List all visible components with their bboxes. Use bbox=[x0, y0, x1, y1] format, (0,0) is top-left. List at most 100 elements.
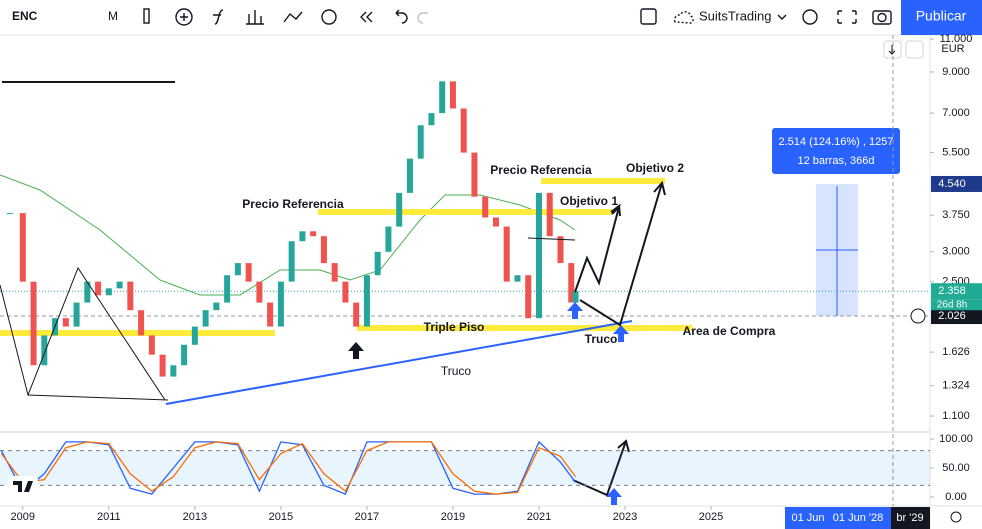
candle bbox=[138, 310, 145, 336]
candle bbox=[288, 241, 295, 282]
candle bbox=[62, 318, 69, 327]
candle bbox=[471, 152, 478, 197]
stoch-line bbox=[0, 441, 577, 495]
annotation: Truco bbox=[441, 364, 472, 378]
interval[interactable]: M bbox=[108, 9, 118, 23]
time-label: 01 Jun bbox=[791, 512, 824, 524]
annotation: Objetivo 2 bbox=[626, 161, 684, 175]
candle bbox=[353, 302, 360, 327]
candle bbox=[460, 108, 467, 153]
price-label: 2.026 bbox=[938, 310, 966, 322]
alert-icon[interactable] bbox=[321, 9, 337, 25]
cloud-icon[interactable] bbox=[673, 11, 694, 24]
snapshot-icon[interactable] bbox=[872, 10, 892, 25]
path-objetivo-2 bbox=[579, 182, 663, 327]
candle bbox=[406, 158, 413, 193]
measure-line1: 2.514 (124.16%) , 1257 bbox=[779, 136, 894, 148]
settings-icon[interactable] bbox=[802, 9, 818, 25]
y-tick-label: 3.000 bbox=[942, 246, 970, 258]
x-tick-label: 2013 bbox=[183, 511, 207, 523]
candle bbox=[417, 125, 424, 159]
candle bbox=[525, 275, 532, 319]
scale-controls: EUR bbox=[883, 40, 965, 59]
fx-icon[interactable] bbox=[213, 9, 224, 25]
annotation: Objetivo 1 bbox=[560, 194, 618, 208]
publish-label[interactable]: Publicar bbox=[916, 8, 967, 24]
price-label-bg bbox=[931, 175, 982, 192]
candle bbox=[105, 288, 112, 296]
candle bbox=[170, 365, 177, 377]
y-tick-label: 1.324 bbox=[942, 380, 970, 392]
auto-button[interactable] bbox=[905, 40, 924, 59]
measure-line2: 12 barras, 366d bbox=[797, 155, 874, 167]
up-arrow bbox=[567, 302, 583, 319]
candle bbox=[256, 281, 263, 303]
y-tick-label: 50.00 bbox=[942, 462, 970, 474]
chevron[interactable] bbox=[777, 14, 787, 20]
candle bbox=[363, 275, 370, 327]
bars-icon[interactable] bbox=[246, 10, 264, 25]
arrow-head bbox=[610, 204, 621, 217]
candle bbox=[299, 231, 306, 242]
candle bbox=[181, 344, 188, 366]
candle bbox=[557, 236, 564, 264]
arrow-head bbox=[653, 180, 666, 196]
candle bbox=[439, 81, 446, 114]
candle bbox=[234, 263, 241, 276]
layout-icon[interactable] bbox=[640, 8, 657, 25]
candles-icon[interactable] bbox=[143, 8, 150, 24]
candle bbox=[568, 263, 575, 303]
x-tick-label: 2009 bbox=[11, 511, 35, 523]
replay-icon[interactable] bbox=[360, 11, 373, 23]
currency[interactable]: EUR bbox=[941, 43, 964, 55]
add-button[interactable] bbox=[910, 308, 926, 324]
pattern-line bbox=[0, 266, 166, 401]
up-arrow bbox=[348, 342, 364, 359]
candle bbox=[449, 81, 456, 109]
candle bbox=[331, 263, 338, 282]
candle bbox=[224, 275, 231, 303]
fullscreen-icon[interactable] bbox=[837, 10, 857, 24]
tv-logo bbox=[8, 476, 38, 496]
redo-icon[interactable] bbox=[417, 12, 428, 24]
annotation: Area de Compra bbox=[683, 324, 776, 338]
y-tick-label: 1.100 bbox=[942, 410, 970, 422]
countdown-bg bbox=[931, 299, 982, 311]
publish-button[interactable] bbox=[901, 0, 982, 35]
indicator-icon[interactable] bbox=[175, 8, 193, 26]
undo-icon[interactable] bbox=[395, 9, 408, 24]
time-label: 01 Jun '28 bbox=[833, 512, 883, 524]
annotation: Truco bbox=[585, 332, 618, 346]
y-tick-label: 1.626 bbox=[942, 346, 970, 358]
toolbar: ENC M SuitsTrading Publicar bbox=[0, 0, 982, 36]
measure-box bbox=[772, 128, 900, 174]
path-objetivo-1 bbox=[574, 203, 621, 293]
candle bbox=[320, 236, 327, 264]
candle bbox=[95, 281, 102, 296]
symbol[interactable]: ENC bbox=[12, 9, 38, 23]
y-tick-label: 5.500 bbox=[942, 146, 970, 158]
candle bbox=[428, 113, 435, 126]
y-tick-label: 0.00 bbox=[945, 491, 966, 503]
candle bbox=[148, 335, 155, 355]
price-label: 2.358 bbox=[938, 285, 966, 297]
arrow bbox=[888, 45, 896, 55]
candle bbox=[492, 217, 499, 227]
countdown: 26d 8h bbox=[937, 299, 968, 310]
price-label-bg bbox=[931, 308, 982, 325]
candles bbox=[6, 81, 579, 377]
x-tick-label: 2021 bbox=[527, 511, 551, 523]
candle bbox=[84, 281, 91, 303]
templates-icon[interactable] bbox=[283, 11, 303, 23]
settings[interactable] bbox=[950, 511, 962, 523]
candle bbox=[127, 281, 134, 311]
candle bbox=[202, 310, 209, 327]
x-tick-label: 2025 bbox=[699, 511, 723, 523]
candle bbox=[385, 226, 392, 252]
lens bbox=[877, 12, 887, 23]
time-range-bg bbox=[785, 507, 891, 529]
layout-name[interactable]: SuitsTrading bbox=[699, 8, 772, 23]
band-fill bbox=[0, 450, 930, 486]
x-tick-label: 2019 bbox=[441, 511, 465, 523]
